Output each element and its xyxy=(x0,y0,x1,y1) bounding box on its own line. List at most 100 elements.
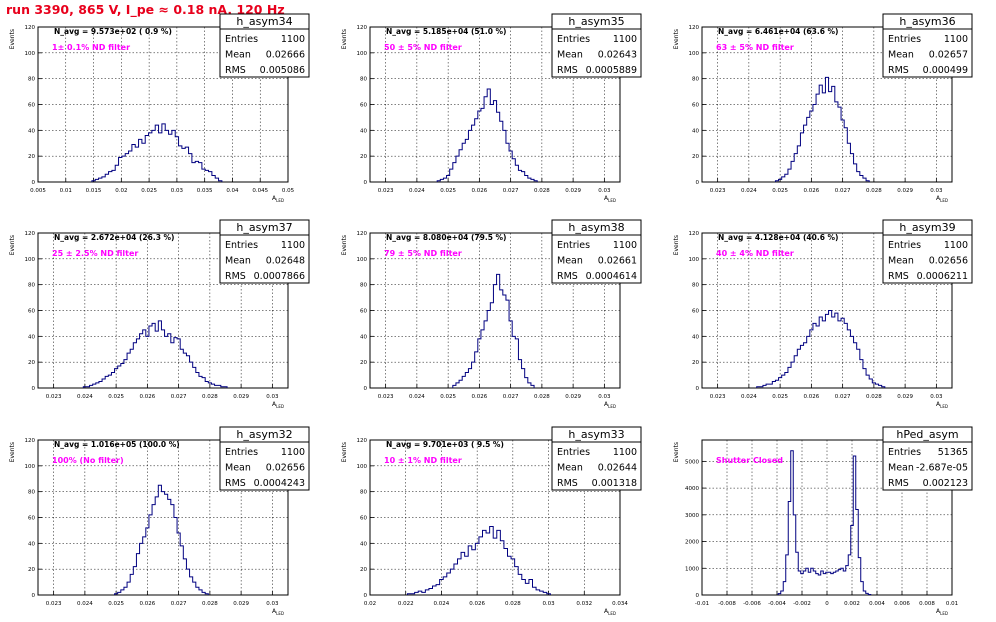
stat-value: 0.02643 xyxy=(598,50,637,61)
histogram-name: h_asym33 xyxy=(568,428,624,441)
stat-value: 0.000499 xyxy=(923,65,968,76)
stat-label: Mean xyxy=(888,463,914,474)
x-tick-label: 0.028 xyxy=(202,601,218,607)
y-tick-label: 40 xyxy=(360,334,367,340)
x-axis-label: ALED xyxy=(936,608,948,616)
canvas-title: run 3390, 865 V, I_pe ≈ 0.18 nA, 120 Hz xyxy=(6,2,285,17)
x-tick-label: 0.024 xyxy=(77,601,93,607)
histogram-panel-h_asym35: 0.023 0.024 0.025 0.026 0.027 0.028 0.029 0.03 0… xyxy=(341,13,642,203)
y-tick-label: 40 xyxy=(692,334,699,340)
y-tick-label: 20 xyxy=(360,567,367,573)
x-tick-label: 0.028 xyxy=(505,601,521,607)
x-tick-label: 0.008 xyxy=(919,601,935,607)
y-tick-label: 60 xyxy=(360,516,367,522)
y-tick-label: 100 xyxy=(357,464,368,470)
histogram-name: h_asym35 xyxy=(568,15,624,28)
x-tick-label: -0.01 xyxy=(695,601,709,607)
y-tick-label: 40 xyxy=(360,128,367,134)
y-tick-label: 20 xyxy=(692,360,699,366)
y-tick-label: 20 xyxy=(360,154,367,160)
n-avg-label: N_avg = 9.573e+02 ( 0.9 %) xyxy=(54,27,172,36)
stat-value: 0.0004614 xyxy=(586,271,637,282)
x-tick-label: 0.024 xyxy=(409,394,425,400)
y-tick-label: 80 xyxy=(28,77,35,83)
y-axis-label: Events xyxy=(673,29,680,49)
y-tick-label: 3000 xyxy=(685,513,699,519)
stat-value: -2.687e-05 xyxy=(916,463,968,474)
y-tick-label: 80 xyxy=(692,283,699,289)
grid xyxy=(38,439,288,596)
y-tick-label: 60 xyxy=(28,309,35,315)
y-tick-label: 80 xyxy=(28,490,35,496)
y-axis-label: Events xyxy=(9,29,16,49)
histogram-name: h_asym38 xyxy=(568,221,624,234)
stat-label: Mean xyxy=(557,50,583,61)
n-avg-label: N_avg = 1.016e+05 (100.0 %) xyxy=(54,440,180,449)
stat-label: RMS xyxy=(557,271,578,282)
stats-box: h_asym35 Entries 1100 Mean 0.02643 RMS 0.00058… xyxy=(551,13,642,78)
y-tick-label: 100 xyxy=(689,257,700,263)
y-tick-label: 40 xyxy=(360,541,367,547)
x-tick-label: 0.02 xyxy=(115,188,127,194)
x-axis-label: ALED xyxy=(272,401,284,409)
x-tick-label: 0.028 xyxy=(202,394,218,400)
stat-value: 0.02656 xyxy=(266,463,305,474)
stat-label: RMS xyxy=(225,65,246,76)
x-tick-label: 0.023 xyxy=(710,188,726,194)
n-avg-label: N_avg = 2.672e+04 (26.3 %) xyxy=(54,233,174,242)
stat-label: Entries xyxy=(225,447,258,458)
histogram-panel-h_asym36: 0.023 0.024 0.025 0.026 0.027 0.028 0.029 0.03 0… xyxy=(673,13,973,203)
stats-box: h_asym33 Entries 1100 Mean 0.02644 RMS 0.00131… xyxy=(551,426,642,491)
y-axis-label: Events xyxy=(673,235,680,255)
stat-label: RMS xyxy=(557,478,578,489)
y-tick-label: 80 xyxy=(360,77,367,83)
histogram-line xyxy=(436,88,538,182)
y-axis-label: Events xyxy=(341,235,348,255)
y-tick-label: 20 xyxy=(28,154,35,160)
stat-value: 0.02661 xyxy=(598,256,637,267)
histogram-name: hPed_asym xyxy=(896,428,958,441)
x-tick-label: 0.029 xyxy=(233,601,249,607)
y-tick-label: 120 xyxy=(25,231,36,237)
x-tick-label: 0.025 xyxy=(440,188,456,194)
y-tick-label: 60 xyxy=(360,103,367,109)
x-tick-label: 0.025 xyxy=(772,394,788,400)
filter-annotation: 79 ± 5% ND filter xyxy=(384,249,462,258)
histogram-panel-h_asym39: 0.023 0.024 0.025 0.026 0.027 0.028 0.029 0.03 0… xyxy=(673,219,973,409)
stat-value: 1100 xyxy=(944,34,968,45)
stat-label: Entries xyxy=(557,447,590,458)
x-tick-label: 0.025 xyxy=(440,394,456,400)
stat-label: Mean xyxy=(557,463,583,474)
stat-label: RMS xyxy=(888,478,909,489)
stat-label: Mean xyxy=(888,50,914,61)
histogram-panel-h_asym38: 0.023 0.024 0.025 0.026 0.027 0.028 0.029 0.03 0… xyxy=(341,219,642,409)
n-avg-label: N_avg = 8.080e+04 (79.5 %) xyxy=(386,233,506,242)
x-tick-label: 0.03 xyxy=(171,188,184,194)
stat-label: Mean xyxy=(557,256,583,267)
y-tick-label: 120 xyxy=(25,25,36,31)
x-tick-label: 0.02 xyxy=(364,601,376,607)
x-tick-label: 0.024 xyxy=(409,188,425,194)
histogram-line xyxy=(452,273,535,388)
stat-value: 1100 xyxy=(613,34,637,45)
y-tick-label: 0 xyxy=(32,386,36,392)
stat-value: 1100 xyxy=(613,240,637,251)
stat-value: 1100 xyxy=(944,240,968,251)
y-tick-label: 2000 xyxy=(685,540,699,546)
y-tick-label: 80 xyxy=(692,77,699,83)
y-tick-label: 0 xyxy=(696,180,700,186)
x-tick-label: 0.028 xyxy=(534,394,550,400)
filter-annotation: Shutter Closed xyxy=(716,456,783,465)
x-tick-label: 0.026 xyxy=(140,601,156,607)
stat-value: 1100 xyxy=(281,447,305,458)
x-axis-label: ALED xyxy=(936,195,948,203)
x-tick-label: 0.028 xyxy=(866,394,882,400)
stat-label: Entries xyxy=(225,240,258,251)
y-tick-label: 40 xyxy=(692,128,699,134)
y-tick-label: 120 xyxy=(357,231,368,237)
stat-label: Entries xyxy=(888,447,921,458)
histogram-name: h_asym37 xyxy=(236,221,292,234)
y-axis-label: Events xyxy=(673,442,680,462)
x-tick-label: 0.026 xyxy=(469,601,485,607)
